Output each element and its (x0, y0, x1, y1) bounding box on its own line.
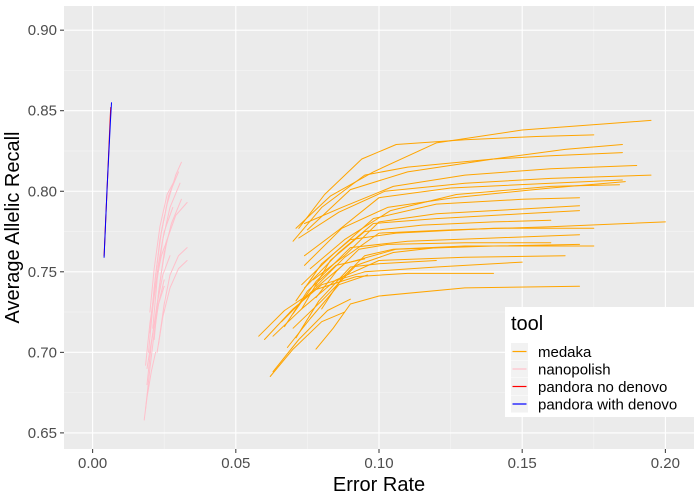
series-line-nanopolish-37 (155, 202, 188, 318)
series-line-nanopolish-34 (150, 171, 179, 321)
y-tick-label: 0.85 (28, 103, 57, 120)
legend-title: tool (511, 313, 543, 335)
y-axis-ticks: 0.65 0.70 0.75 0.80 0.85 0.90 (28, 22, 64, 442)
series-line-medaka-17 (272, 255, 566, 337)
series-line-pandora-with-denovo-44 (103, 102, 112, 258)
series-line-medaka-10 (312, 205, 580, 281)
series-line-medaka-9 (301, 197, 580, 286)
x-axis-title: Error Rate (333, 474, 425, 496)
grid-lines (64, 6, 694, 449)
y-tick-label: 0.70 (28, 344, 57, 361)
y-tick-label: 0.65 (28, 425, 57, 442)
series-line-medaka-0 (292, 152, 623, 242)
series-line-medaka-8 (309, 184, 620, 270)
x-tick-label: 0.05 (221, 455, 250, 472)
y-tick-label: 0.75 (28, 264, 57, 281)
series-line-medaka-26 (315, 285, 580, 350)
legend-entry-label: pandora with denovo (538, 397, 677, 414)
legend-entry-label: nanopolish (538, 362, 611, 379)
series-line-medaka-2 (298, 134, 595, 229)
series-line-medaka-28 (315, 242, 552, 299)
series-line-medaka-20 (292, 247, 437, 329)
series-line-medaka-24 (272, 298, 351, 373)
x-tick-label: 0.10 (364, 455, 393, 472)
legend-entry-label: pandora no denovo (538, 379, 667, 396)
series-line-medaka-27 (321, 245, 595, 310)
series-line-nanopolish-42 (149, 177, 177, 313)
legend-entry-label: medaka (538, 344, 592, 361)
series-line-medaka-11 (315, 221, 666, 287)
series-line-medaka-7 (304, 181, 626, 266)
series-lines (103, 102, 666, 421)
series-line-nanopolish-29 (145, 279, 165, 410)
series-line-medaka-1 (295, 119, 652, 229)
series-line-medaka-6 (304, 179, 623, 257)
series-line-medaka-21 (295, 260, 437, 339)
series-line-medaka-5 (298, 174, 652, 239)
series-line-medaka-13 (301, 219, 552, 310)
y-axis-title: Average Allelic Recall (2, 132, 24, 324)
series-line-medaka-4 (304, 165, 638, 224)
legend-background (505, 307, 694, 417)
y-tick-label: 0.90 (28, 22, 57, 39)
x-tick-label: 0.15 (508, 455, 537, 472)
series-line-nanopolish-35 (152, 182, 181, 329)
series-line-nanopolish-39 (143, 351, 157, 421)
x-tick-label: 0.20 (651, 455, 680, 472)
series-line-medaka-22 (284, 258, 366, 328)
series-line-nanopolish-40 (156, 260, 188, 353)
series-line-nanopolish-41 (146, 285, 165, 369)
series-line-medaka-25 (269, 311, 346, 377)
series-line-medaka-14 (295, 227, 595, 302)
series-line-medaka-23 (286, 274, 368, 348)
y-tick-label: 0.80 (28, 183, 57, 200)
series-line-medaka-3 (306, 144, 623, 231)
x-axis-ticks: 0.00 0.05 0.10 0.15 0.20 (78, 449, 680, 472)
x-tick-label: 0.00 (78, 455, 107, 472)
